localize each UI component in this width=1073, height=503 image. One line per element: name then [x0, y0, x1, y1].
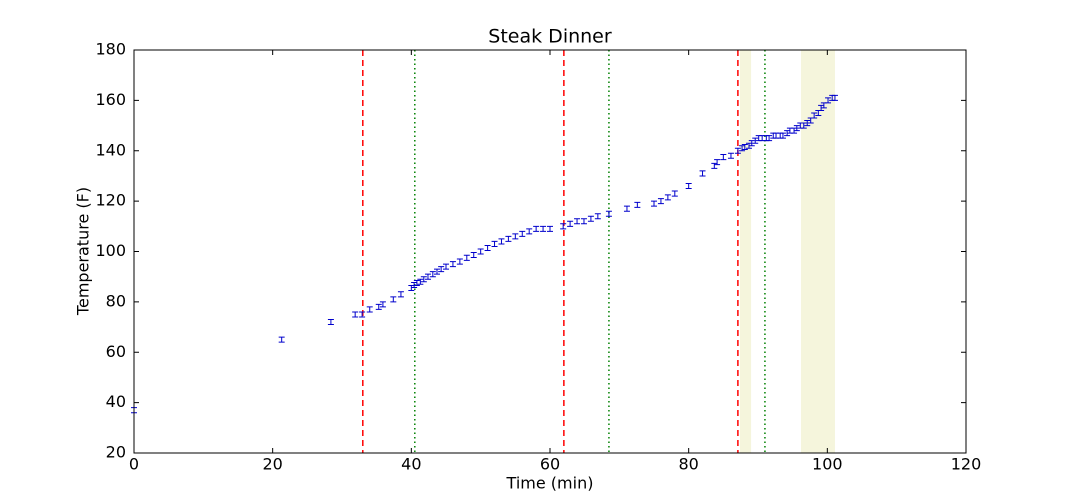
x-tick-label: 20 [262, 455, 282, 474]
y-tick-label: 80 [106, 291, 126, 310]
error-bar [831, 94, 838, 101]
error-bar [811, 112, 818, 119]
error-bar [438, 266, 445, 273]
error-bar [567, 220, 574, 227]
error-bar [773, 132, 780, 139]
y-tick-label: 120 [95, 191, 126, 210]
error-bar [594, 213, 601, 220]
x-tick-label: 80 [678, 455, 698, 474]
x-tick-label: 120 [951, 455, 982, 474]
error-bar [825, 97, 832, 104]
error-bar [424, 273, 431, 280]
error-bar [477, 248, 484, 255]
error-bar [657, 198, 664, 205]
error-bar [605, 210, 612, 217]
error-bar [375, 303, 382, 310]
error-bar [526, 228, 533, 235]
y-tick-label: 180 [95, 40, 126, 59]
error-bar [651, 200, 657, 207]
error-bar [664, 194, 671, 201]
x-tick-label: 40 [401, 455, 421, 474]
error-bar [413, 279, 420, 287]
error-bar [433, 268, 440, 275]
plot-frame [133, 49, 967, 454]
shaded-span [800, 50, 835, 453]
x-axis-label: Time (min) [506, 474, 594, 493]
error-bar [463, 254, 470, 261]
error-bar [547, 225, 553, 232]
error-bar [587, 215, 594, 222]
error-bar [390, 296, 397, 303]
y-tick-label: 140 [95, 140, 126, 159]
error-bar [519, 230, 526, 237]
x-tick-label: 60 [540, 455, 560, 474]
error-bar [779, 132, 786, 139]
error-bar [540, 225, 547, 232]
error-bar [498, 238, 505, 245]
error-bar [484, 244, 491, 251]
y-tick-label: 100 [95, 241, 126, 260]
y-tick-label: 60 [106, 342, 126, 361]
error-bar [741, 143, 748, 150]
shaded-span [739, 50, 752, 453]
error-bar [352, 311, 359, 318]
error-bar [278, 336, 285, 343]
error-bar [580, 218, 587, 225]
error-bar [748, 140, 755, 147]
x-tick-label: 100 [812, 455, 843, 474]
error-bar [397, 291, 404, 298]
error-bar [793, 125, 800, 132]
y-tick-label: 160 [95, 90, 126, 109]
error-bar [766, 135, 773, 142]
error-bar [491, 240, 498, 247]
error-bar [711, 162, 718, 169]
error-bar [574, 218, 581, 225]
error-bar [727, 152, 734, 159]
error-bar [379, 301, 386, 308]
error-bar [560, 223, 567, 230]
error-bar [449, 261, 456, 268]
error-bar [429, 271, 436, 278]
error-bar [804, 120, 811, 127]
y-axis-label: Temperature (F) [74, 187, 93, 316]
error-bar [752, 137, 759, 144]
error-bar [734, 147, 741, 154]
y-tick-label: 40 [106, 392, 126, 411]
error-bar [800, 122, 807, 129]
error-bar [623, 205, 630, 212]
error-bar [411, 281, 418, 289]
error-bar [456, 258, 463, 265]
error-bar [327, 319, 334, 326]
error-bar [720, 154, 727, 161]
error-bar [671, 190, 678, 197]
error-bar [777, 132, 784, 139]
error-bar [366, 306, 373, 313]
chart-title: Steak Dinner [488, 26, 612, 48]
y-tick-label: 20 [106, 443, 126, 462]
error-bar [533, 225, 540, 232]
error-bar [685, 182, 692, 190]
error-bar [417, 278, 424, 285]
error-bar [443, 263, 449, 270]
error-bar [408, 285, 415, 292]
error-bar [699, 170, 706, 177]
error-bar [470, 252, 477, 259]
error-bar [359, 311, 366, 318]
error-bar [714, 159, 721, 166]
x-tick-label: 0 [129, 455, 139, 474]
error-bar [505, 235, 512, 242]
error-bar [512, 233, 519, 240]
error-bar [634, 201, 641, 208]
error-bar [420, 276, 427, 283]
